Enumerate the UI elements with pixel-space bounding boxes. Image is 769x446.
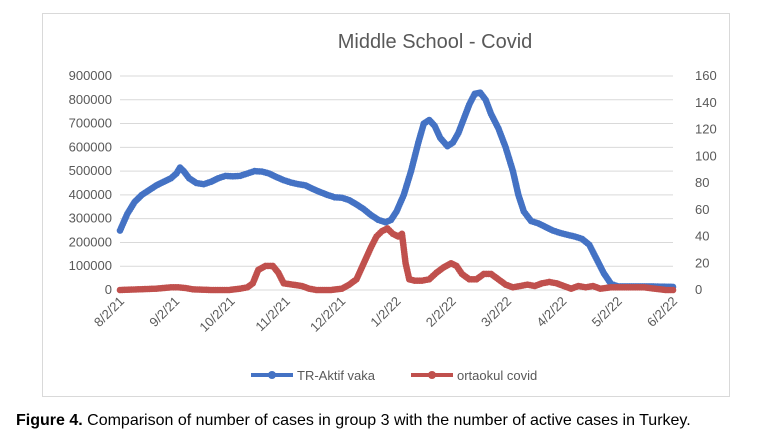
x-tick-label: 6/2/22	[644, 294, 680, 330]
y-right-tick-label: 120	[695, 122, 717, 137]
y-left-tick-label: 700000	[69, 116, 112, 131]
y-right-tick-label: 160	[695, 68, 717, 83]
y-right-tick-label: 0	[695, 282, 702, 297]
x-tick-label: 8/2/21	[91, 294, 127, 330]
x-tick-label: 3/2/22	[478, 294, 514, 330]
figure-caption: Figure 4. Comparison of number of cases …	[16, 412, 691, 430]
data-point	[669, 286, 677, 294]
legend: TR-Aktif vaka ortaokul covid	[251, 368, 537, 383]
legend-label: ortaokul covid	[457, 368, 537, 383]
y-left-tick-label: 100000	[69, 258, 112, 273]
line-chart: Middle School - Covid 0 100000 200000 30000…	[69, 31, 717, 383]
y-left-tick-label: 900000	[69, 68, 112, 83]
x-tick-label: 1/2/22	[367, 294, 403, 330]
y-right-tick-label: 20	[695, 255, 709, 270]
series-line	[118, 90, 675, 289]
y-left-tick-label: 200000	[69, 234, 112, 249]
y-left-tick-label: 0	[105, 282, 112, 297]
y-right-tick-label: 80	[695, 175, 709, 190]
x-tick-label: 11/2/21	[252, 294, 293, 335]
legend-swatch-marker	[268, 371, 276, 379]
legend-label: TR-Aktif vaka	[297, 368, 376, 383]
y-right-tick-label: 100	[695, 148, 717, 163]
x-tick-label: 5/2/22	[589, 294, 625, 330]
y-left-tick-label: 800000	[69, 92, 112, 107]
y-right-tick-label: 60	[695, 202, 709, 217]
y-left-tick-label: 600000	[69, 139, 112, 154]
chart-title: Middle School - Covid	[338, 31, 533, 53]
y-right-tick-label: 40	[695, 229, 709, 244]
y-left-tick-label: 300000	[69, 211, 112, 226]
caption-label: Figure 4.	[16, 412, 83, 429]
x-tick-label: 12/2/21	[307, 294, 348, 335]
x-tick-label: 10/2/21	[196, 294, 237, 335]
x-tick-label: 9/2/21	[146, 294, 182, 330]
legend-swatch-marker	[428, 371, 436, 379]
caption-text: Comparison of number of cases in group 3…	[82, 412, 691, 429]
x-axis-ticks: 8/2/21 9/2/21 10/2/21 11/2/21 12/2/21 1/2/22 2…	[91, 294, 680, 335]
y-right-tick-label: 140	[695, 95, 717, 110]
y-axis-right-ticks: 0 20 40 60 80 100 120 140 160	[695, 68, 717, 297]
chart-frame: Middle School - Covid 0 100000 200000 30000…	[42, 13, 730, 397]
x-tick-label: 2/2/22	[423, 294, 459, 330]
y-axis-left-ticks: 0 100000 200000 300000 400000 500000 600000 700…	[69, 68, 112, 297]
series-layer	[116, 89, 677, 294]
y-left-tick-label: 500000	[69, 163, 112, 178]
y-left-tick-label: 400000	[69, 187, 112, 202]
x-tick-label: 4/2/22	[533, 294, 569, 330]
gridlines	[120, 75, 673, 291]
